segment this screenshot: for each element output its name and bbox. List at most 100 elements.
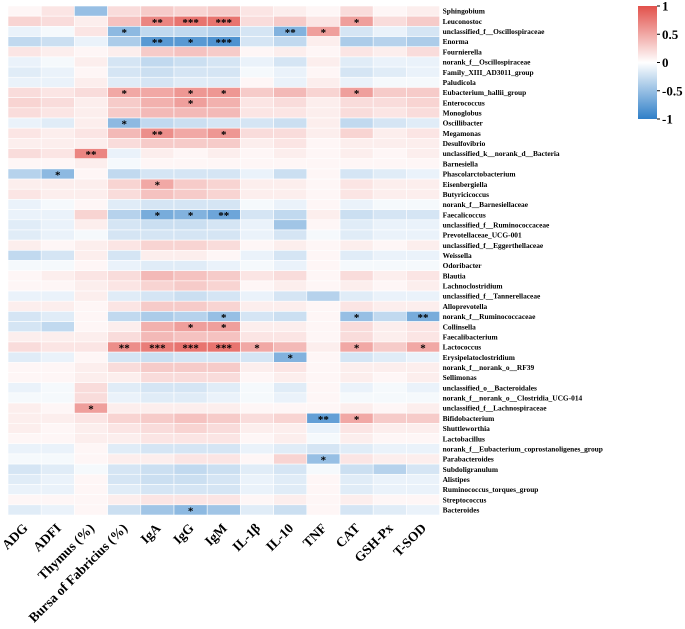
heatmap-cell	[40, 199, 75, 210]
row-label: unclassified_f__Oscillospiraceae	[443, 27, 546, 36]
heatmap-cell	[74, 321, 108, 333]
heatmap-cell	[339, 76, 374, 88]
heatmap-cell	[206, 270, 241, 282]
heatmap-cell	[206, 107, 241, 119]
heatmap-cell	[372, 473, 407, 485]
significance-marker: *	[221, 88, 227, 100]
heatmap-cell	[406, 117, 440, 129]
heatmap-cell	[372, 117, 407, 129]
heatmap-cell	[140, 412, 175, 424]
significance-marker: **	[418, 312, 430, 324]
heatmap-cell	[240, 280, 274, 292]
heatmap-cell	[406, 158, 440, 170]
heatmap-cell	[240, 504, 274, 516]
heatmap-cell	[140, 66, 175, 78]
significance-marker: *	[121, 88, 127, 100]
heatmap-cell	[306, 87, 341, 98]
heatmap-cell	[273, 423, 308, 434]
heatmap-cell	[206, 433, 241, 445]
heatmap-cell	[7, 484, 42, 495]
heatmap-cell	[339, 178, 374, 190]
heatmap-cell	[273, 260, 308, 271]
heatmap-cell	[74, 453, 108, 465]
colorbar-tick-label: -0.5	[662, 83, 683, 98]
heatmap-cell	[273, 97, 308, 109]
heatmap-cell	[173, 443, 208, 455]
heatmap-cell	[140, 280, 175, 292]
heatmap-cell	[206, 423, 241, 434]
heatmap-cell	[372, 158, 407, 170]
heatmap-cell	[173, 250, 208, 261]
heatmap-cell	[40, 361, 75, 373]
heatmap-cell	[372, 290, 407, 302]
heatmap-cell	[74, 351, 108, 363]
significance-marker: *	[55, 169, 61, 181]
row-label: Shuttleworthia	[443, 424, 491, 433]
significance-marker: *	[354, 414, 360, 426]
heatmap-cell	[406, 127, 440, 139]
heatmap-cell	[240, 219, 274, 231]
heatmap-cell	[40, 76, 75, 88]
heatmap-cell	[372, 26, 407, 37]
heatmap-cell	[140, 5, 175, 17]
significance-marker: *	[321, 455, 327, 467]
heatmap-cell	[372, 260, 407, 271]
heatmap-cell	[173, 453, 208, 465]
heatmap-cell	[74, 341, 108, 353]
significance-marker: *	[155, 210, 161, 222]
heatmap-cell	[7, 178, 42, 190]
heatmap-cell	[372, 168, 407, 180]
heatmap-cell	[140, 270, 175, 282]
heatmap-cell	[339, 453, 374, 465]
heatmap-cell	[306, 443, 341, 455]
significance-marker: *	[254, 343, 260, 355]
heatmap-cell	[7, 168, 42, 180]
heatmap-cell	[273, 494, 308, 506]
heatmap-cell	[406, 107, 440, 119]
heatmap-cell	[107, 219, 142, 231]
heatmap-cell	[372, 321, 407, 333]
heatmap-cell	[107, 5, 142, 17]
heatmap-cell	[372, 504, 407, 516]
heatmap-cell	[40, 209, 75, 221]
heatmap-cell	[140, 463, 175, 475]
heatmap-cell	[306, 402, 341, 414]
heatmap-cell	[7, 331, 42, 343]
heatmap-cell	[273, 107, 308, 119]
heatmap-cell	[7, 290, 42, 302]
heatmap-cell	[173, 392, 208, 404]
heatmap-cell	[107, 188, 142, 200]
row-label: Family_XIII_AD3011_group	[443, 68, 534, 77]
heatmap-cell	[107, 178, 142, 190]
heatmap-cell	[240, 15, 274, 27]
heatmap-cell	[74, 188, 108, 200]
heatmap-cell	[173, 361, 208, 373]
heatmap-cell	[206, 290, 241, 302]
heatmap-cell	[240, 158, 274, 170]
heatmap-cell	[372, 107, 407, 119]
heatmap-cell	[7, 392, 42, 404]
heatmap-cell	[40, 392, 75, 404]
heatmap-cell	[7, 270, 42, 282]
heatmap-cell	[7, 412, 42, 424]
significance-marker: *	[420, 343, 426, 355]
heatmap-cell	[40, 36, 75, 48]
heatmap-cell	[7, 199, 42, 210]
heatmap-cell	[406, 290, 440, 302]
row-label: Leuconostoc	[443, 17, 483, 26]
row-label: Faecalibacterium	[443, 332, 499, 341]
row-label: Bacteroides	[443, 506, 480, 515]
heatmap-cell	[206, 239, 241, 251]
significance-marker: *	[354, 88, 360, 100]
heatmap-cell	[206, 5, 241, 17]
row-label: Sphingobium	[443, 7, 486, 16]
heatmap-cell	[273, 239, 308, 251]
heatmap-cell	[206, 229, 241, 241]
heatmap-cell	[107, 168, 142, 180]
heatmap-cell	[173, 229, 208, 241]
row-label: Eisenbergiella	[443, 180, 488, 189]
heatmap-cells	[7, 5, 440, 516]
heatmap-cell	[273, 148, 308, 160]
heatmap-cell	[273, 463, 308, 475]
heatmap-cell	[240, 148, 274, 160]
